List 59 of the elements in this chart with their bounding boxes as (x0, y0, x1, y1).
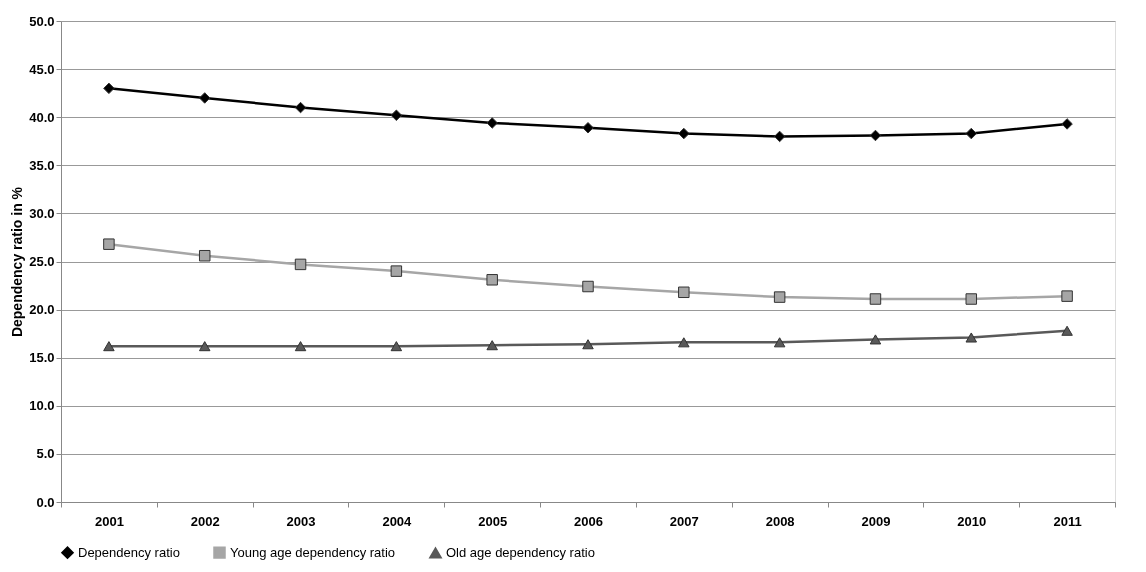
x-tick-label: 2004 (382, 513, 413, 529)
y-tick-label: 15.0 (29, 350, 55, 366)
point (773, 130, 786, 143)
point (678, 127, 690, 140)
point (773, 291, 786, 303)
point (103, 341, 115, 352)
point (1061, 290, 1073, 302)
x-tick-label: 2007 (669, 513, 699, 529)
point (294, 341, 307, 352)
x-tick-label: 2011 (1053, 513, 1082, 529)
point (486, 340, 498, 351)
point (103, 82, 115, 95)
point (773, 337, 786, 348)
point (869, 334, 882, 345)
point (198, 92, 211, 104)
y-tick-label: 10.0 (29, 398, 55, 414)
y-tick-label: 25.0 (29, 254, 55, 269)
y-tick-label: 0.0 (36, 494, 55, 510)
point (869, 293, 882, 305)
point (582, 280, 594, 293)
point (294, 258, 307, 271)
legend-label: Old age dependency ratio (446, 544, 595, 560)
point (965, 127, 978, 140)
point (198, 249, 211, 262)
x-tick-label: 2010 (957, 513, 987, 529)
point (390, 109, 403, 122)
y-tick-label: 45.0 (29, 61, 55, 77)
point (965, 332, 978, 343)
x-tick-label: 2005 (478, 513, 508, 529)
point (198, 341, 211, 352)
point (678, 337, 690, 348)
y-tick-label: 20.0 (29, 302, 55, 318)
point (582, 122, 594, 134)
point (486, 117, 498, 129)
x-tick-label: 2008 (765, 513, 795, 529)
point (965, 293, 978, 305)
point (1061, 118, 1073, 130)
y-tick-label: 40.0 (29, 109, 55, 125)
y-axis-title: Dependency ratio in % (9, 186, 26, 338)
x-tick-label: 2009 (861, 513, 891, 529)
point (486, 274, 498, 286)
point (390, 265, 403, 277)
x-tick-label: 2003 (286, 513, 316, 529)
point (294, 101, 307, 114)
y-tick-label: 35.0 (29, 157, 55, 173)
point (103, 238, 115, 250)
point (390, 341, 403, 352)
point (869, 129, 882, 142)
point (678, 286, 690, 299)
point (1061, 325, 1073, 336)
y-tick-label: 30.0 (29, 205, 55, 221)
point (582, 339, 594, 350)
x-tick-label: 2001 (94, 513, 124, 529)
x-tick-label: 2002 (190, 513, 220, 529)
legend-label: Dependency ratio (78, 544, 180, 560)
y-tick-label: 5.0 (36, 446, 55, 462)
y-tick-label: 50.0 (29, 13, 55, 29)
legend-label: Young age dependency ratio (230, 544, 396, 560)
x-tick-label: 2006 (574, 513, 603, 529)
